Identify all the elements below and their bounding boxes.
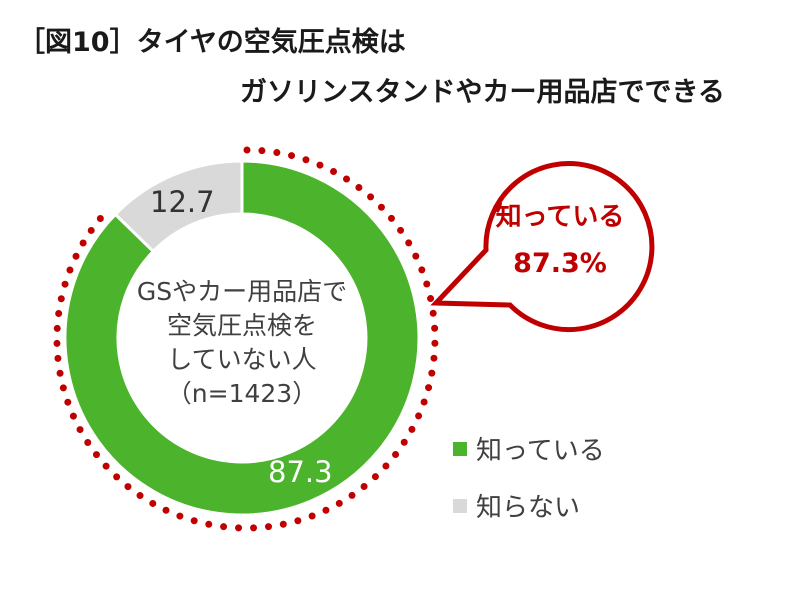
value-label-unknown: 12.7 [150, 185, 215, 219]
callout-value: 87.3% [513, 248, 607, 279]
center-label-line1: GSやカー用品店で [136, 277, 348, 306]
legend-swatch-gray [453, 498, 467, 513]
chart-title-line2: ガソリンスタンドやカー用品店でできる [240, 77, 725, 108]
legend-label: 知らない [476, 493, 581, 523]
legend-swatch-green [453, 441, 467, 456]
center-label-line2: 空気圧点検を [166, 311, 317, 340]
slice-known [63, 159, 421, 517]
dotted-highlight-ring [53, 146, 439, 532]
center-label-line4: （n=1423） [166, 379, 318, 408]
legend-label: 知っている [476, 436, 605, 466]
donut-center-label: GSやカー用品店で 空気圧点検を していない人 （n=1423） [117, 275, 367, 411]
value-label-known: 87.3 [268, 455, 333, 489]
legend-item-unknown: 知らない [453, 477, 605, 534]
legend-item-known: 知っている [453, 420, 605, 477]
center-label-line3: していない人 [167, 345, 317, 374]
callout-bubble [430, 161, 655, 333]
callout-label: 知っている [495, 202, 625, 232]
legend: 知っている 知らない [453, 420, 605, 534]
chart-title-line1: ［図10］タイヤの空気圧点検は [18, 27, 406, 58]
